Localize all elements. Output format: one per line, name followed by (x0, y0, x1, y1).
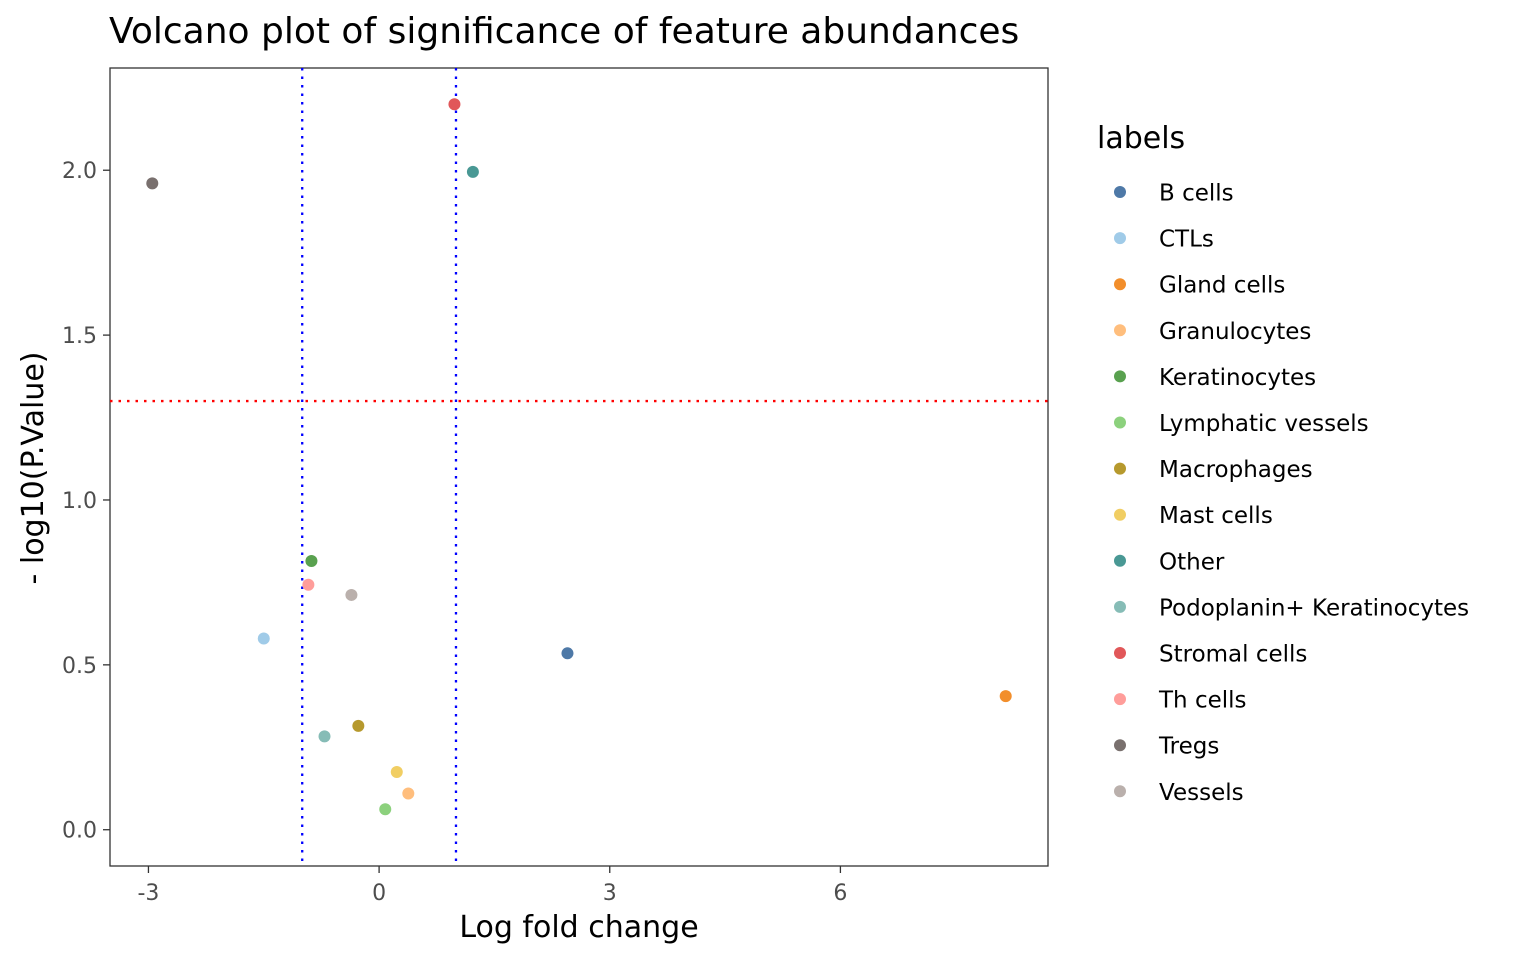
legend-key (1114, 232, 1126, 245)
data-point-other (466, 165, 479, 178)
legend: labels B cells CTLs Gland cells Granulocyte… (1097, 121, 1469, 806)
legend-label: Other (1159, 549, 1225, 575)
legend-label: Gland cells (1159, 273, 1285, 299)
legend-key (1114, 462, 1126, 475)
data-point-gland-cells (999, 690, 1012, 703)
data-point-macrophages (352, 719, 365, 732)
data-point-mast-cells (390, 766, 403, 779)
data-point-b-cells (561, 647, 574, 660)
y-axis-title: - log10(P.Value) (16, 351, 51, 584)
y-tick-label: 1.0 (62, 489, 97, 514)
plot-panel (109, 67, 1049, 867)
data-point-tregs (146, 177, 159, 190)
legend-key (1114, 693, 1126, 706)
legend-label: Th cells (1158, 688, 1247, 714)
legend-key (1114, 739, 1126, 752)
reference-lines (110, 68, 1048, 866)
y-tick-label: 0.5 (62, 654, 97, 679)
y-tick-label: 2.0 (62, 159, 97, 184)
legend-key (1114, 324, 1126, 337)
legend-key (1114, 554, 1126, 567)
y-axis: 0.0 0.5 1.0 1.5 2.0 (62, 159, 110, 844)
legend-key (1114, 647, 1126, 659)
plot-panel-border (109, 67, 1049, 867)
x-tick-label: 6 (833, 881, 847, 906)
legend-title: labels (1097, 121, 1185, 156)
x-tick-label: -3 (137, 881, 159, 906)
legend-label: Podoplanin+ Keratinocytes (1159, 595, 1469, 621)
legend-label: Tregs (1158, 734, 1219, 760)
legend-key (1114, 416, 1126, 429)
legend-label: B cells (1159, 181, 1234, 207)
data-point-podoplanin-keratinocytes (318, 730, 331, 743)
legend-key (1114, 370, 1126, 383)
x-axis-title: Log fold change (459, 910, 698, 945)
data-point-granulocytes (402, 787, 415, 800)
legend-label: CTLs (1159, 227, 1214, 253)
legend-label: Granulocytes (1159, 319, 1311, 345)
data-point-th-cells (302, 578, 315, 591)
x-tick-label: 3 (603, 881, 617, 906)
legend-label: Mast cells (1159, 503, 1273, 529)
chart-title: Volcano plot of significance of feature … (109, 11, 1019, 52)
legend-key (1114, 600, 1126, 613)
data-point-vessels (345, 588, 358, 601)
legend-label: Macrophages (1159, 457, 1313, 483)
legend-key (1114, 508, 1126, 521)
legend-label: Keratinocytes (1159, 365, 1316, 391)
legend-label: Stromal cells (1159, 642, 1307, 668)
y-tick-label: 1.5 (62, 324, 97, 349)
data-point-stromal-cells (448, 98, 461, 111)
data-point-lymphatic-vessels (379, 803, 392, 816)
legend-key (1114, 186, 1126, 198)
legend-key (1114, 278, 1126, 291)
x-tick-label: 0 (372, 881, 386, 906)
legend-label: Vessels (1159, 780, 1244, 806)
legend-key (1114, 785, 1126, 798)
data-point-keratinocytes (305, 554, 318, 567)
legend-label: Lymphatic vessels (1159, 411, 1369, 437)
x-axis: -3 0 3 6 (137, 866, 847, 906)
data-point-ctls (257, 632, 270, 645)
y-tick-label: 0.0 (62, 819, 97, 844)
data-points (146, 98, 1012, 816)
